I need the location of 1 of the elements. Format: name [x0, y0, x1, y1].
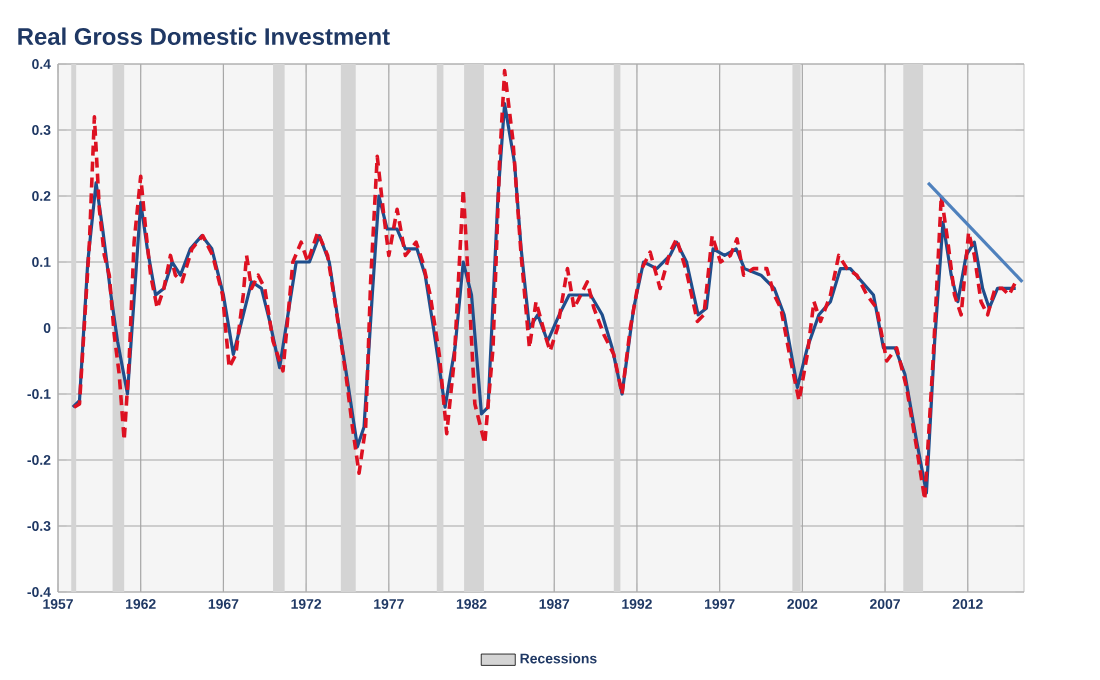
chart-title: Real Gross Domestic Investment — [18, 27, 390, 46]
